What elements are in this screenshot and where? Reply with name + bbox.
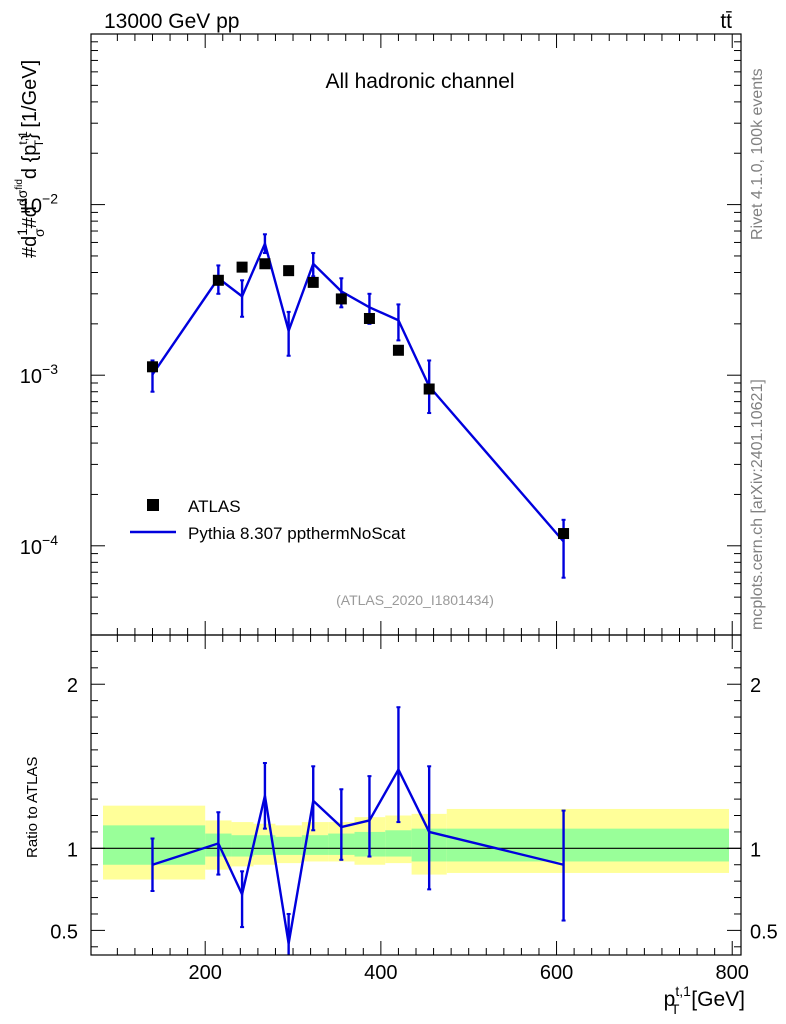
- main-y-axis-label: #d1σ#ddσfidd {pt,1 T} [1/GeV]: [14, 60, 47, 258]
- svg-text:#d1σ#ddσfidd {pt,1T} [1/GeV]: #d1σ#ddσfidd {pt,1 T} [1/GeV]: [14, 60, 47, 258]
- ytick-exp-1: −3: [42, 361, 58, 377]
- ratio-ytick-left-1: 1: [67, 839, 78, 861]
- xtick-label-3: 800: [716, 962, 749, 984]
- ratio-ytick-left-2: 0.5: [50, 921, 78, 943]
- main-frame-box: [90, 33, 742, 636]
- ylabel-part-unit: } [1/GeV]: [19, 60, 41, 140]
- ratio-band-green-5: [301, 835, 329, 855]
- process-label: tt̄: [720, 10, 732, 33]
- ytick-mantissa-0: 10: [20, 196, 42, 218]
- atlas-point-4: [283, 265, 295, 277]
- channel-label: All hadronic channel: [325, 70, 514, 93]
- main-panel-series: [146, 233, 570, 579]
- ylabel-part-dpt: d {p: [19, 145, 41, 179]
- atlas-point-6: [335, 293, 347, 305]
- svg-text:10−3: 10−3: [20, 361, 58, 388]
- ratio-panel-frame: [90, 634, 742, 956]
- atlas-point-10: [558, 528, 570, 540]
- ratio-panel-series: [150, 706, 566, 955]
- beam-label: 13000 GeV pp: [104, 10, 239, 33]
- ylabel-part-sigma: σ: [31, 228, 47, 237]
- xtick-label-0: 200: [189, 962, 222, 984]
- ratio-ytick-right-0: 2: [750, 675, 761, 697]
- ratio-panel-background: [91, 805, 741, 880]
- ylabel-part-one: 1: [14, 228, 30, 236]
- ratio-band-green-8: [385, 830, 412, 857]
- xtick-label-1: 400: [364, 962, 397, 984]
- ratio-band-green-3: [253, 835, 276, 855]
- ratio-band-green-0: [103, 825, 206, 865]
- ylabel-part-d: #d: [19, 236, 41, 258]
- ratio-ytick-right-1: 1: [750, 839, 761, 861]
- ylabel-part-dsigma: dσ: [14, 189, 30, 206]
- svg-text:10−2: 10−2: [20, 191, 58, 218]
- ratio-frame-box: [90, 634, 742, 956]
- x-axis-label-p: p: [664, 988, 676, 1011]
- ytick-exp-0: −2: [42, 191, 58, 207]
- ratio-ytick-left-0: 2: [67, 675, 78, 697]
- ytick-mantissa-1: 10: [20, 366, 42, 388]
- ytick-mantissa-2: 10: [20, 537, 42, 559]
- ylabel-part-sup: t,1: [16, 131, 30, 145]
- analysis-label: (ATLAS_2020_I1801434): [336, 592, 494, 608]
- xtick-label-2: 600: [540, 962, 573, 984]
- x-axis-label-sup: t,1: [675, 983, 691, 999]
- svg-text:10−4: 10−4: [20, 532, 58, 559]
- atlas-point-1: [212, 274, 224, 286]
- ratio-ytick-right-2: 0.5: [750, 921, 778, 943]
- atlas-point-0: [146, 361, 158, 373]
- ratio-band-green-4: [275, 836, 302, 855]
- side-label-source: mcplots.cern.ch [arXiv:2401.10621]: [749, 379, 766, 630]
- atlas-point-9: [423, 383, 435, 395]
- x-axis-label-sub: T: [671, 1001, 680, 1017]
- main-panel-frame: [90, 33, 742, 636]
- atlas-point-5: [307, 276, 319, 288]
- legend: ATLAS Pythia 8.307 ppthermNoScat: [130, 497, 406, 543]
- x-axis-label: pt,1 T [GeV]: [664, 983, 745, 1017]
- x-axis-label-unit: [GeV]: [685, 988, 745, 1011]
- ylabel-part-sub: T: [32, 139, 46, 147]
- ratio-y-axis-label: Ratio to ATLAS: [24, 757, 41, 858]
- legend-label-atlas: ATLAS: [188, 497, 241, 516]
- atlas-point-8: [392, 344, 404, 356]
- atlas-point-3: [259, 258, 271, 270]
- x-tick-labels: 200 400 600 800: [189, 962, 749, 984]
- legend-label-pythia: Pythia 8.307 ppthermNoScat: [188, 524, 406, 543]
- legend-marker-atlas: [147, 499, 159, 511]
- ratio-y-tick-labels: 2 1 0.5 2 1 0.5: [50, 675, 778, 943]
- side-label-rivet: Rivet 4.1.0, 100k events: [749, 68, 766, 240]
- ylabel-part-fid: fid: [14, 179, 25, 190]
- atlas-point-7: [363, 312, 375, 324]
- main-y-tick-labels: 10−2 10−3 10−4: [20, 191, 58, 559]
- ytick-exp-2: −4: [42, 532, 58, 548]
- ratio-band-green-10: [446, 828, 729, 862]
- ylabel-part-d2: #d: [19, 206, 41, 228]
- atlas-point-2: [236, 261, 248, 273]
- ratio-band-green-2: [231, 835, 254, 857]
